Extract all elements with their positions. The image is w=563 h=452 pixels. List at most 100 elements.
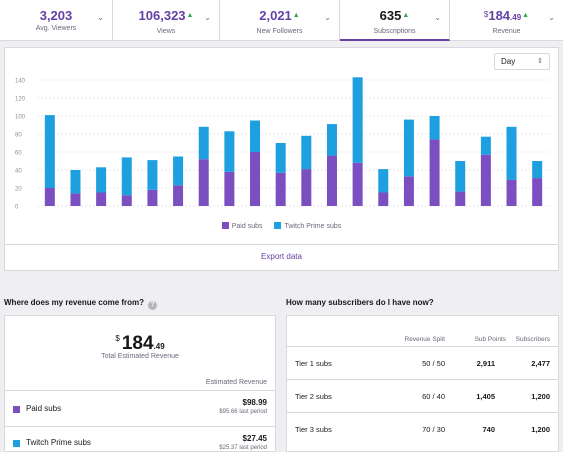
stat-label: New Followers <box>256 28 303 35</box>
trend-up-icon: ▲ <box>292 12 300 19</box>
bar-paid-subs <box>224 171 235 206</box>
period-select[interactable]: Day ⇕ <box>494 53 550 70</box>
chevron-down-icon[interactable]: ⌄ <box>434 13 441 22</box>
y-tick-label: 140 <box>15 79 26 85</box>
legend-swatch <box>221 222 229 229</box>
bar-paid-subs <box>352 162 363 206</box>
y-tick-label: 0 <box>15 205 19 211</box>
revenue-question: Where does my revenue come from?? <box>4 298 158 310</box>
estimated-revenue-header: Estimated Revenue <box>205 379 267 386</box>
bar-prime-subs <box>44 115 55 188</box>
bar-prime-subs <box>378 169 389 193</box>
stat-value: $184.49▲ <box>483 8 530 23</box>
revenue-card: $184.49 Total Estimated Revenue Estimate… <box>4 315 276 452</box>
stat-value: 2,021▲ <box>259 8 300 23</box>
bar-prime-subs <box>301 135 312 170</box>
color-swatch <box>13 440 20 447</box>
bar-paid-subs <box>96 192 107 206</box>
bar-paid-subs <box>198 159 209 206</box>
bar-prime-subs <box>403 119 414 177</box>
select-arrows-icon: ⇕ <box>537 58 543 65</box>
y-tick-label: 60 <box>15 151 22 157</box>
bar-paid-subs <box>532 178 543 206</box>
bar-prime-subs <box>121 157 132 196</box>
stat-label: Avg. Viewers <box>35 25 77 32</box>
bar-prime-subs <box>96 167 107 193</box>
bar-prime-subs <box>250 120 261 152</box>
y-tick-label: 20 <box>15 187 22 193</box>
bar-prime-subs <box>352 77 363 163</box>
bar-paid-subs <box>378 192 389 206</box>
bar-paid-subs <box>506 179 517 206</box>
subscribers-question: How many subscribers do I have now? <box>286 298 434 307</box>
trend-up-icon: ▲ <box>402 12 410 19</box>
subscribers-table: Revenue Split Sub Points Subscribers Tie… <box>286 315 559 452</box>
stat-label: Views <box>156 28 176 35</box>
bar-prime-subs <box>326 124 337 156</box>
stat-label: Subscriptions <box>373 28 416 35</box>
y-tick-label: 40 <box>15 169 22 175</box>
trend-up-icon: ▲ <box>522 12 530 19</box>
subscriptions-chart-card: Day ⇕ 0 20 40 60 80 100 120 140 Paid subs Twitc… <box>4 47 559 271</box>
revenue-row-paid: Paid subs $98.99 $95.66 last period <box>5 390 275 426</box>
stat-avg-viewers[interactable]: 3,203 Avg. Viewers ⌄ <box>0 0 113 41</box>
bar-prime-subs <box>198 126 209 160</box>
bar-paid-subs <box>326 155 337 206</box>
table-row: Tier 3 subs 70 / 30 740 1,200 <box>287 412 558 445</box>
bar-paid-subs <box>275 172 286 206</box>
stats-bar: 3,203 Avg. Viewers ⌄ 106,323▲ Views ⌄ 2,… <box>0 0 563 41</box>
bar-prime-subs <box>275 143 286 173</box>
chevron-down-icon[interactable]: ⌄ <box>324 13 331 22</box>
bar-prime-subs <box>147 160 158 190</box>
column-header: Sub Points <box>474 336 506 343</box>
stat-views[interactable]: 106,323▲ Views ⌄ <box>113 0 220 41</box>
y-tick-label: 100 <box>15 115 26 121</box>
bar-paid-subs <box>173 185 184 206</box>
stat-value: 106,323▲ <box>138 8 194 23</box>
chevron-down-icon[interactable]: ⌄ <box>97 13 104 22</box>
chevron-down-icon[interactable]: ⌄ <box>548 13 555 22</box>
bar-prime-subs <box>455 161 466 192</box>
bar-paid-subs <box>70 193 81 206</box>
trend-up-icon: ▲ <box>186 12 194 19</box>
bar-paid-subs <box>480 154 491 206</box>
chart-legend: Paid subs Twitch Prime subs <box>5 222 558 230</box>
table-row: Tier 2 subs 60 / 40 1,405 1,200 <box>287 379 558 412</box>
bar-paid-subs <box>403 176 414 206</box>
bar-prime-subs <box>173 156 184 186</box>
export-data-link[interactable]: Export data <box>5 244 558 271</box>
table-row: Tier 1 subs 50 / 50 2,911 2,477 <box>287 346 558 379</box>
bar-paid-subs <box>429 139 440 206</box>
bar-paid-subs <box>44 188 55 206</box>
bar-paid-subs <box>455 191 466 206</box>
total-revenue-label: Total Estimated Revenue <box>101 353 179 360</box>
bar-paid-subs <box>301 169 312 206</box>
bar-prime-subs <box>532 161 543 179</box>
stat-value: 3,203 <box>39 8 73 23</box>
total-revenue: $184.49 <box>115 333 165 354</box>
color-swatch <box>13 406 20 413</box>
stat-label: Revenue <box>492 28 521 35</box>
bar-prime-subs <box>506 126 517 180</box>
bar-prime-subs <box>70 170 81 194</box>
column-header: Subscribers <box>515 336 550 343</box>
stat-subscriptions[interactable]: 635▲ Subscriptions ⌄ <box>340 0 450 41</box>
bar-prime-subs <box>429 116 440 140</box>
chevron-down-icon[interactable]: ⌄ <box>204 13 211 22</box>
bar-paid-subs <box>147 189 158 206</box>
column-header: Revenue Split <box>404 336 445 343</box>
y-tick-label: 120 <box>15 97 26 103</box>
bar-paid-subs <box>121 195 132 206</box>
stacked-bar-chart: 0 20 40 60 80 100 120 140 <box>15 77 550 211</box>
revenue-row-prime: Twitch Prime subs $27.45 $25.37 last per… <box>5 426 275 452</box>
legend-swatch <box>274 222 282 229</box>
stat-new-followers[interactable]: 2,021▲ New Followers ⌄ <box>220 0 340 41</box>
bar-prime-subs <box>480 136 491 155</box>
bar-prime-subs <box>224 131 235 172</box>
bar-paid-subs <box>250 152 261 206</box>
stat-revenue[interactable]: $184.49▲ Revenue ⌄ <box>450 0 563 41</box>
legend-item-prime: Twitch Prime subs <box>274 222 341 230</box>
info-icon[interactable]: ? <box>148 301 158 310</box>
y-tick-label: 80 <box>15 133 22 139</box>
stat-value: 635▲ <box>379 8 410 23</box>
